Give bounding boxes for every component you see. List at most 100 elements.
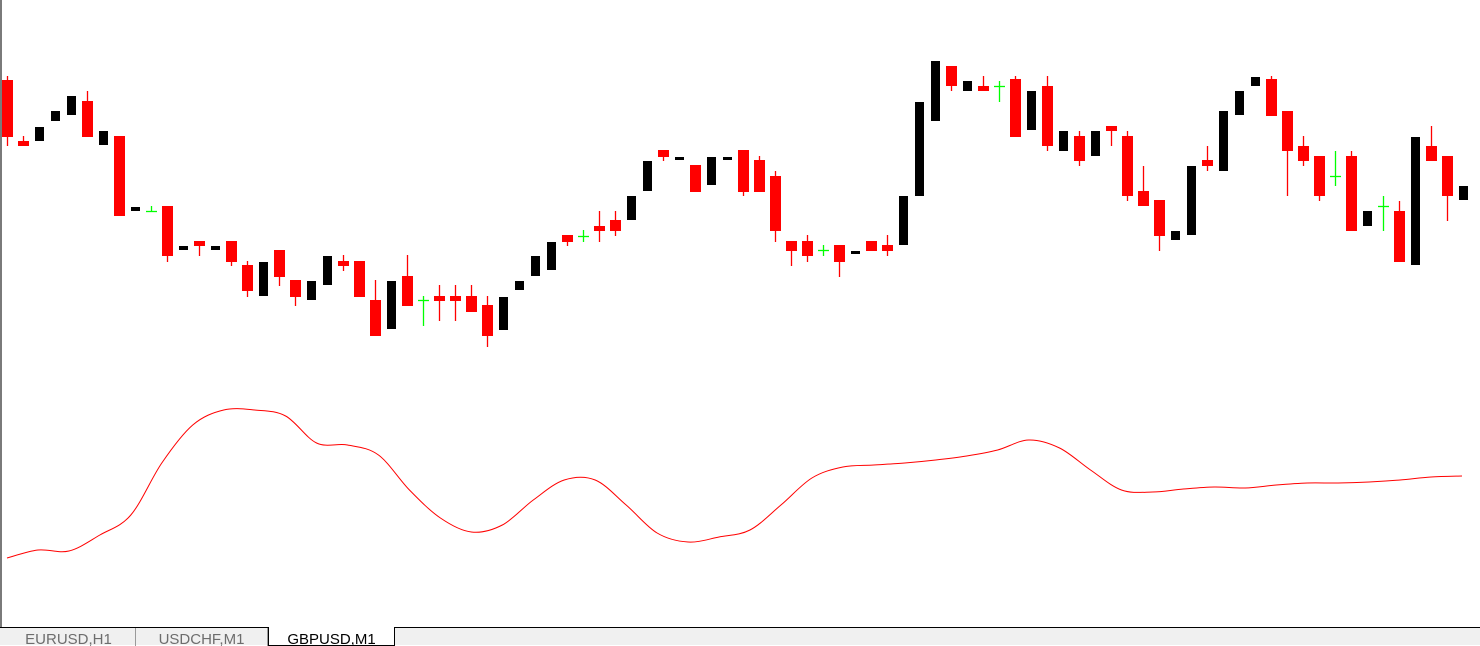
candle-body	[643, 161, 652, 191]
candle-body	[594, 226, 605, 231]
candle	[1314, 156, 1325, 201]
candle-body	[707, 157, 716, 185]
candle-body	[1363, 211, 1372, 226]
candle	[226, 241, 237, 266]
candle	[51, 111, 60, 121]
candle-body	[866, 241, 877, 251]
candle-body	[562, 235, 573, 242]
candle	[1266, 76, 1277, 116]
candle	[1122, 131, 1133, 201]
candle	[323, 256, 332, 285]
candle	[307, 281, 316, 300]
candle-body	[851, 251, 860, 254]
candle	[690, 165, 701, 192]
candle	[1251, 77, 1260, 86]
candle-body	[531, 256, 540, 276]
candle-body	[1106, 126, 1117, 131]
candle-body	[162, 206, 173, 256]
candle-body	[1314, 156, 1325, 196]
candle	[1091, 131, 1100, 156]
candle	[99, 131, 108, 145]
candle-body	[307, 281, 316, 300]
candle-body	[610, 220, 621, 231]
candle-body	[242, 265, 253, 291]
tab-eurusd-h1[interactable]: EURUSD,H1	[2, 628, 136, 646]
candle	[802, 235, 813, 262]
candle-body	[402, 276, 413, 306]
indicator-pane	[6, 408, 1463, 559]
tab-usdchf-m1[interactable]: USDCHF,M1	[136, 628, 268, 646]
candle-body	[387, 281, 396, 329]
candle-body	[1411, 137, 1420, 265]
candle	[1330, 151, 1341, 186]
candle-body	[1091, 131, 1100, 156]
candle-body	[754, 160, 765, 192]
candle	[1154, 200, 1165, 251]
candle	[466, 285, 477, 312]
candle-body	[82, 101, 93, 137]
candle-body	[51, 111, 60, 121]
candle	[1138, 166, 1149, 206]
candle-body	[1266, 79, 1277, 116]
candle-body	[290, 280, 301, 297]
candle-body	[1059, 131, 1068, 151]
candle	[146, 206, 157, 213]
candle	[770, 171, 781, 242]
chart-tab-bar: EURUSD,H1 USDCHF,M1 GBPUSD,M1	[0, 627, 1480, 646]
candle-body	[211, 246, 220, 250]
candle-body	[131, 207, 140, 211]
candle-body	[1010, 79, 1021, 137]
candle	[866, 241, 877, 251]
candle-body	[1219, 111, 1228, 171]
tab-gbpusd-m1[interactable]: GBPUSD,M1	[268, 627, 395, 646]
candle	[1042, 76, 1053, 151]
candle	[1187, 166, 1196, 235]
candle	[1442, 156, 1453, 221]
candle	[418, 296, 429, 326]
candle	[1106, 126, 1117, 146]
candle	[531, 256, 540, 276]
candle	[882, 235, 893, 256]
candle	[627, 196, 636, 220]
candle-body	[675, 157, 684, 160]
candle-body	[1426, 146, 1437, 161]
candle	[370, 280, 381, 336]
candle	[450, 285, 461, 321]
candle	[658, 150, 669, 161]
candle	[562, 235, 573, 246]
candle-body	[931, 61, 940, 121]
candle-body	[466, 296, 477, 312]
candle	[242, 261, 253, 297]
candle-body	[434, 296, 445, 301]
chart-window[interactable]	[0, 0, 1480, 627]
candle-body	[1171, 231, 1180, 240]
candle-body	[802, 241, 813, 256]
candle	[1378, 196, 1389, 231]
candle	[946, 66, 957, 91]
candle-body	[450, 296, 461, 301]
candle-body	[1235, 91, 1244, 115]
candle-body	[179, 246, 188, 250]
candle	[82, 91, 93, 137]
candle	[1074, 131, 1085, 166]
candle-body	[738, 150, 749, 192]
candle-body	[499, 297, 508, 330]
candle	[1235, 91, 1244, 115]
candle	[354, 261, 365, 297]
candle-body	[1442, 156, 1453, 196]
candle	[754, 156, 765, 192]
candle	[18, 136, 29, 146]
candle	[67, 96, 76, 115]
candle-body	[1154, 200, 1165, 236]
candle	[179, 246, 188, 250]
candle	[434, 285, 445, 321]
candle	[515, 281, 524, 290]
candles-layer	[2, 61, 1468, 347]
candlestick-chart[interactable]	[2, 0, 1480, 627]
candle	[162, 206, 173, 262]
candle-body	[1042, 86, 1053, 146]
candle-body	[770, 176, 781, 231]
candle-body	[834, 245, 845, 262]
candle-body	[2, 80, 13, 137]
candle	[194, 241, 205, 256]
